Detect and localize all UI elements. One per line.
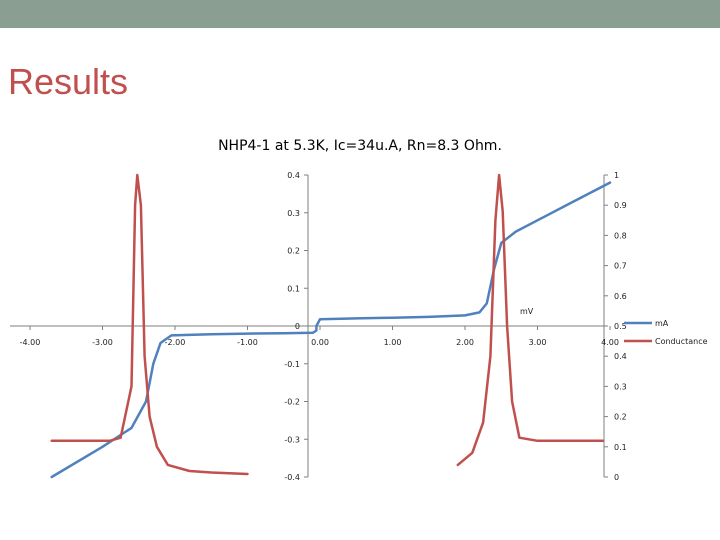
y-tick-label: -0.4: [284, 473, 300, 482]
chart-title-text: NHP4-1 at 5.3K, Ic=34u.A, Rn=8.3 Ohm.: [218, 138, 502, 154]
slide-title: Results: [8, 61, 129, 102]
legend-label: Conductance: [655, 337, 708, 346]
y2-tick-label: 0.8: [614, 231, 627, 240]
chart-title: NHP4-1 at 5.3K, Ic=34u.A, Rn=8.3 Ohm.: [0, 138, 720, 154]
series-line: [50, 181, 612, 479]
x-tick-label: -4.00: [20, 338, 41, 347]
y-tick-label: -0.1: [284, 360, 300, 369]
series-line: [50, 173, 249, 476]
y-tick-label: 0.3: [287, 209, 300, 218]
y-tick-label: -0.3: [284, 435, 300, 444]
y-tick-label: 0.1: [287, 284, 300, 293]
x-tick-label: -1.00: [237, 338, 258, 347]
y-tick-label: 0.2: [287, 247, 300, 256]
y2-tick-label: 0.1: [614, 443, 627, 452]
x-tick-label: -2.00: [165, 338, 186, 347]
legend-label: mA: [655, 319, 669, 328]
y2-tick-label: 0.4: [614, 352, 627, 361]
y2-tick-label: 0.6: [614, 292, 627, 301]
y2-tick-label: 0.3: [614, 382, 627, 391]
y2-tick-label: 0: [614, 473, 619, 482]
y2-tick-label: 1: [614, 171, 619, 180]
y2-tick-label: 0.2: [614, 413, 627, 422]
y-tick-label: 0.4: [287, 171, 300, 180]
x-unit-label: mV: [520, 307, 534, 316]
x-tick-label: 1.00: [384, 338, 402, 347]
y2-tick-label: 0.7: [614, 262, 627, 271]
y-tick-label: 0: [295, 322, 300, 331]
x-tick-label: 4.00: [601, 338, 619, 347]
slide-top-bar: [0, 0, 720, 28]
y2-tick-label: 0.5: [614, 322, 627, 331]
series-line: [456, 173, 605, 467]
x-tick-label: 2.00: [456, 338, 474, 347]
y-tick-label: -0.2: [284, 398, 300, 407]
x-tick-label: -3.00: [92, 338, 113, 347]
y2-tick-label: 0.9: [614, 201, 627, 210]
x-tick-label: 0.00: [311, 338, 329, 347]
x-tick-label: 3.00: [529, 338, 547, 347]
